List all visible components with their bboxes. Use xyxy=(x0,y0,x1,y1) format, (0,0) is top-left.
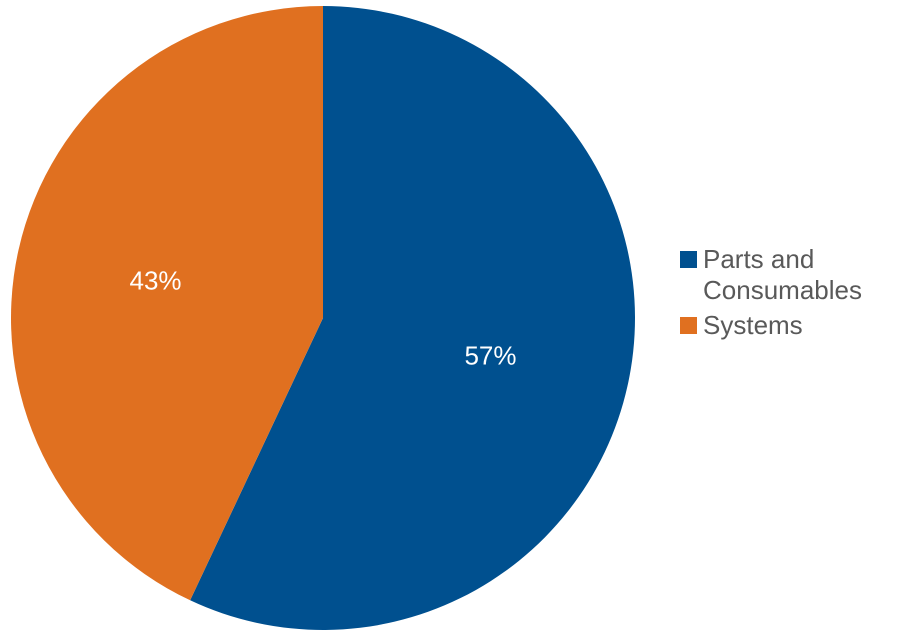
pie-data-labels: 57% 43% xyxy=(130,266,517,371)
legend: Parts and Consumables Systems xyxy=(680,244,901,345)
data-label-systems: 43% xyxy=(130,266,182,296)
legend-item-parts-and-consumables: Parts and Consumables xyxy=(680,244,901,306)
legend-label-parts-and-consumables: Parts and Consumables xyxy=(703,244,862,305)
legend-item-systems: Systems xyxy=(680,310,901,341)
legend-label-systems: Systems xyxy=(703,310,803,340)
legend-swatch-systems xyxy=(680,317,697,334)
data-label-parts-and-consumables: 57% xyxy=(464,340,516,370)
pie-slice-systems xyxy=(10,6,324,601)
pie-slice-parts-and-consumables xyxy=(190,6,636,630)
legend-swatch-parts-and-consumables xyxy=(680,251,697,268)
pie-slices xyxy=(10,6,636,630)
